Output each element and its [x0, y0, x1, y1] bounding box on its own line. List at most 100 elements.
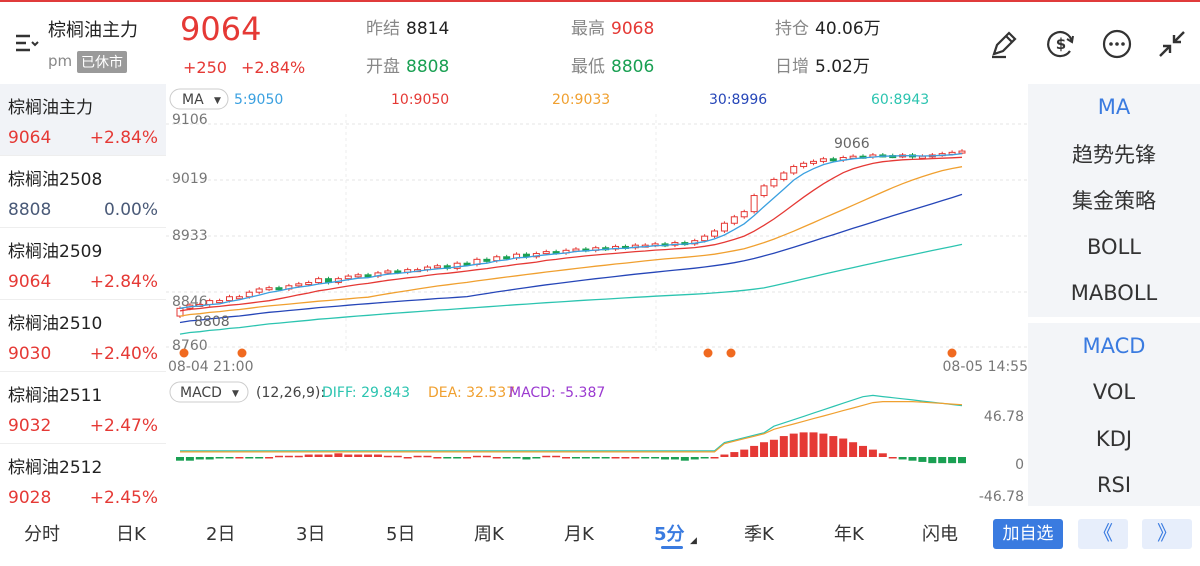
x-start-label: 08-04 21:00	[168, 359, 253, 375]
ma-line	[179, 193, 963, 324]
caret-icon: ◢	[690, 536, 697, 546]
period-tab-timeshare[interactable]: 分时	[24, 524, 60, 545]
add-watchlist-button[interactable]: 加自选	[993, 519, 1063, 549]
candle-body	[810, 160, 818, 164]
period-tab-3day[interactable]: 3日	[296, 524, 326, 545]
contract-item-2508[interactable]: 棕榈油2508 8808 0.00%	[0, 156, 166, 228]
period-tab-week[interactable]: 周K	[474, 524, 504, 545]
y-tick-label: 9019	[172, 171, 208, 187]
candle-body	[701, 235, 709, 242]
macd-bar	[443, 457, 452, 459]
stat-prev-settle: 昨结 8814	[366, 19, 450, 39]
macd-bar	[453, 457, 462, 459]
period-tab-flash[interactable]: 闪电	[922, 524, 958, 545]
svg-text:$: $	[1056, 35, 1066, 53]
chevron-down-icon: ▼	[214, 96, 221, 106]
macd-value: MACD: -5.387	[509, 385, 605, 401]
macd-selector-label: MACD	[180, 385, 222, 401]
period-tab-5day[interactable]: 5日	[386, 524, 416, 545]
stat-low: 最低 8806	[571, 57, 655, 77]
contract-item-2509[interactable]: 棕榈油2509 9064 +2.84%	[0, 228, 166, 300]
prev-button[interactable]: 《	[1078, 519, 1128, 549]
ma-selector[interactable]	[169, 88, 229, 110]
macd-bar	[502, 457, 511, 459]
candle-body	[730, 216, 738, 224]
indicator-macd[interactable]: MACD	[1082, 333, 1146, 358]
macd-bar	[314, 454, 323, 457]
period-tab-5min[interactable]: 5分	[654, 524, 685, 545]
next-button[interactable]: 》	[1142, 519, 1192, 549]
candle-body	[384, 270, 392, 274]
price-change: +250	[183, 58, 227, 77]
period-tab-quarter[interactable]: 季K	[744, 524, 774, 545]
signal-dot	[947, 348, 957, 358]
ma-selector-label: MA	[182, 92, 204, 108]
macd-bar	[948, 457, 957, 464]
macd-bar	[888, 457, 897, 459]
indicator-kdj[interactable]: KDJ	[1095, 426, 1133, 451]
kline-chart[interactable]: MA ▼ 5:9050 10:9050 20:9033 30:8996 60:8943 …	[166, 84, 1028, 506]
macd-bar	[522, 457, 531, 460]
macd-bar	[403, 457, 412, 459]
macd-bar	[552, 455, 561, 458]
macd-bar	[710, 457, 719, 459]
contract-item-2510[interactable]: 棕榈油2510 9030 +2.40%	[0, 300, 166, 372]
indicator-vol[interactable]: VOL	[1092, 380, 1136, 405]
macd-bar	[354, 454, 363, 457]
more-icon[interactable]	[1101, 28, 1133, 60]
macd-bar	[433, 457, 442, 459]
indicator-divider	[1028, 316, 1200, 323]
indicator-ma[interactable]: MA	[1097, 95, 1131, 120]
candle-body	[503, 256, 511, 260]
indicator-rsi[interactable]: RSI	[1096, 473, 1132, 498]
macd-bar	[740, 449, 749, 457]
contract-item-2512[interactable]: 棕榈油2512 9028 +2.45%	[0, 444, 166, 506]
menu-icon[interactable]	[14, 32, 40, 54]
macd-bar	[265, 457, 274, 459]
candle-body	[750, 195, 758, 213]
macd-bar	[938, 457, 947, 464]
macd-bar	[383, 455, 392, 458]
macd-bar	[928, 457, 937, 464]
candle-body	[265, 287, 273, 291]
macd-bar	[700, 457, 709, 459]
macd-bar	[176, 457, 184, 461]
macd-bar	[898, 457, 907, 460]
macd-bar	[205, 457, 214, 460]
period-tab-day[interactable]: 日K	[116, 524, 146, 545]
macd-bar	[512, 457, 521, 459]
period-tab-2day[interactable]: 2日	[206, 524, 236, 545]
stat-open-interest: 持仓 40.06万	[775, 19, 881, 39]
indicator-trend[interactable]: 趋势先锋	[1072, 142, 1156, 167]
collapse-icon[interactable]	[1156, 28, 1188, 60]
macd-bar	[680, 457, 689, 461]
macd-bar	[779, 436, 788, 457]
contract-title[interactable]: 棕榈油主力	[48, 20, 138, 41]
macd-bar	[581, 457, 590, 459]
status-badge: 已休市	[77, 51, 127, 73]
draw-pen-icon[interactable]	[988, 28, 1020, 60]
indicator-boll[interactable]: BOLL	[1087, 234, 1141, 259]
chart-area[interactable]: MA ▼ 5:9050 10:9050 20:9033 30:8996 60:8943 …	[166, 84, 1028, 506]
macd-bar	[185, 457, 194, 461]
candle-body	[711, 230, 719, 237]
macd-bar	[413, 455, 422, 458]
macd-bar	[621, 457, 630, 459]
contract-item-main[interactable]: 棕榈油主力 9064 +2.84%	[0, 84, 166, 156]
chevron-down-icon: ▼	[232, 389, 239, 399]
macd-diff-line	[180, 394, 963, 452]
macd-bar	[591, 457, 600, 459]
macd-selector[interactable]	[169, 381, 249, 403]
indicator-maboll[interactable]: MABOLL	[1070, 281, 1158, 306]
indicator-panel: MA 趋势先锋 集金策略 BOLL MABOLL MACD VOL KDJ RS…	[1028, 84, 1200, 506]
macd-bar	[789, 433, 798, 457]
signal-dot	[726, 348, 736, 358]
ma-line	[179, 243, 963, 335]
period-tab-month[interactable]: 月K	[564, 524, 594, 545]
contract-item-2511[interactable]: 棕榈油2511 9032 +2.47%	[0, 372, 166, 444]
macd-bar	[661, 457, 670, 460]
period-tab-year[interactable]: 年K	[834, 524, 864, 545]
indicator-strategy[interactable]: 集金策略	[1072, 189, 1156, 214]
trade-dollar-icon[interactable]: $	[1045, 28, 1077, 60]
macd-bar	[304, 454, 313, 457]
